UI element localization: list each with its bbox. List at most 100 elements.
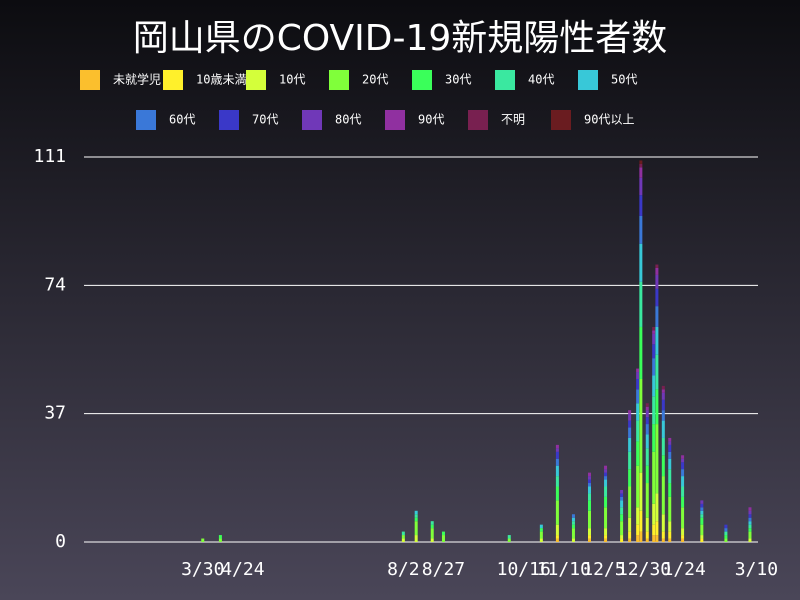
legend-swatch (385, 110, 405, 130)
bar-segment (218, 535, 222, 539)
bar-segment (645, 483, 649, 518)
legend-label: 90代 (418, 113, 444, 127)
bar-segment (604, 476, 608, 480)
bar-segment (555, 538, 559, 542)
legend-swatch (412, 70, 432, 90)
legend-swatch (136, 110, 156, 130)
bar-segment (588, 535, 591, 539)
bar-segment (748, 517, 752, 522)
legend-label: 10代 (279, 73, 305, 87)
legend-swatch (80, 70, 100, 90)
y-tick-label: 74 (44, 274, 66, 295)
bar-segment (655, 424, 659, 494)
bar-segment (430, 528, 434, 539)
bar-segment (628, 437, 632, 452)
bar-segment (661, 476, 665, 515)
bar-segment (645, 410, 649, 418)
bar-segment (507, 538, 511, 542)
x-tick-label: 8/27 (422, 559, 465, 580)
bar-segment (507, 535, 511, 539)
bar-segment (620, 493, 624, 497)
bar-segment (636, 368, 640, 373)
bar-segment (639, 195, 643, 216)
bar-segment (539, 538, 543, 542)
bar-segment (555, 448, 559, 452)
bar-segment (645, 448, 649, 466)
bar-segment (748, 531, 752, 539)
bar-segment (661, 455, 665, 477)
bar-segment (636, 441, 640, 466)
bar-segment (639, 510, 643, 532)
y-tick-label: 37 (44, 403, 66, 424)
bar-segment (571, 521, 575, 525)
bar-segment (620, 514, 624, 522)
legend-label: 30代 (445, 73, 471, 87)
bar-segment (655, 274, 659, 289)
bar-segment (620, 538, 624, 542)
bar-segment (571, 517, 575, 522)
bar-segment (555, 486, 559, 501)
bar-segment (636, 524, 640, 536)
bar-segment (645, 417, 649, 425)
bar-segment (639, 472, 643, 511)
legend-label: 不明 (501, 113, 525, 127)
chart-title: 岡山県のCOVID-19新規陽性者数 (133, 18, 668, 59)
bar-segment (604, 538, 608, 542)
bar-segment (588, 483, 591, 487)
bar-segment (555, 476, 559, 487)
x-tick-label: 10/16 (497, 559, 551, 580)
legend-label: 80代 (335, 113, 361, 127)
bar-segment (555, 524, 559, 536)
bar-segment (700, 510, 704, 515)
bar-segment (645, 517, 649, 532)
bar-segment (604, 528, 608, 536)
bar-segment (681, 462, 685, 470)
bar-segment (652, 330, 656, 334)
bar-segment (655, 306, 659, 327)
bar-segment (748, 524, 752, 529)
bar-segment (668, 469, 672, 484)
y-tick-label: 0 (55, 531, 66, 552)
bar-segment (655, 354, 659, 390)
bar-segment (668, 441, 672, 445)
bar-segment (639, 160, 643, 164)
legend-label: 20代 (362, 73, 388, 87)
y-tick-label: 111 (33, 146, 66, 167)
bar-segment (414, 510, 418, 515)
bar-segment (668, 483, 672, 497)
bar-segment (636, 378, 640, 390)
bar-segment (588, 510, 591, 529)
bar-segment (652, 344, 656, 359)
bar-segment (655, 288, 659, 307)
bar-segment (539, 528, 543, 532)
legend-swatch (219, 110, 239, 130)
bar-segment (700, 500, 704, 504)
legend-swatch (551, 110, 571, 130)
bar-segment (555, 500, 559, 525)
legend-label: 未就学児 (113, 72, 161, 87)
bar-segment (655, 326, 659, 355)
bar-segment (661, 437, 665, 456)
bar-segment (628, 469, 632, 487)
bar-segment (620, 496, 624, 501)
bar-segment (652, 451, 656, 504)
bar-segment (620, 521, 624, 536)
legend-swatch (578, 70, 598, 90)
bar-segment (652, 326, 656, 331)
x-tick-label: 11/10 (537, 559, 591, 580)
bar-segment (555, 465, 559, 477)
bar-segment (639, 163, 643, 168)
bar-segment (639, 215, 643, 244)
bar-segment (645, 403, 649, 407)
bar-segment (700, 517, 704, 525)
bar-segment (414, 535, 418, 542)
bar-segment (628, 410, 632, 414)
bar-segment (628, 427, 632, 438)
bar-segment (414, 514, 418, 518)
bar-segment (655, 521, 659, 536)
bar-segment (636, 465, 640, 508)
bar-segment (655, 264, 659, 268)
x-tick-label: 3/30 (181, 559, 224, 580)
bar-segment (700, 524, 704, 536)
